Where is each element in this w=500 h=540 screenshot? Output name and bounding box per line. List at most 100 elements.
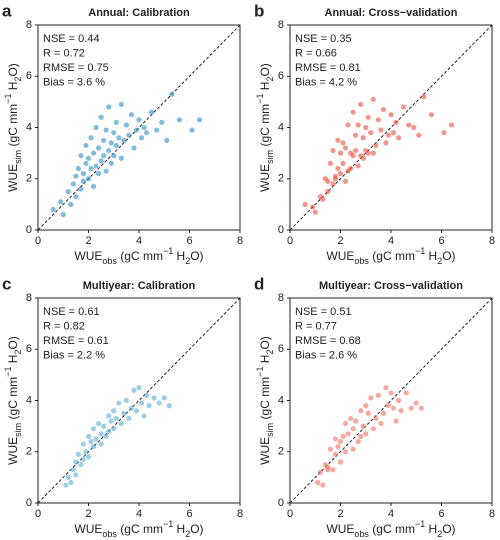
point bbox=[380, 106, 387, 113]
point bbox=[126, 132, 132, 138]
point bbox=[96, 145, 102, 151]
label-part: 2 bbox=[437, 256, 442, 266]
point bbox=[380, 410, 387, 416]
point bbox=[143, 130, 150, 136]
point bbox=[73, 472, 79, 478]
point bbox=[340, 140, 346, 146]
x-tick-label: 2 bbox=[85, 508, 91, 520]
label-part: −1 bbox=[255, 94, 265, 104]
point bbox=[373, 415, 379, 422]
x-tick-label: 4 bbox=[136, 508, 142, 520]
label-part: (gC mm bbox=[258, 104, 272, 150]
point bbox=[350, 109, 356, 115]
point bbox=[370, 150, 376, 156]
point bbox=[93, 163, 99, 169]
label-part: O) bbox=[190, 249, 203, 263]
label-part: obs bbox=[102, 256, 117, 266]
point bbox=[388, 112, 394, 118]
label-part: O) bbox=[6, 63, 20, 76]
point bbox=[111, 153, 117, 159]
label-part: obs bbox=[102, 529, 117, 539]
y-tick-label: 6 bbox=[26, 70, 32, 82]
label-part: obs bbox=[354, 256, 369, 266]
y-tick-label: 2 bbox=[278, 446, 284, 458]
label-part: 2 bbox=[185, 529, 190, 539]
y-tick-label: 6 bbox=[278, 343, 284, 355]
point bbox=[111, 426, 117, 432]
point bbox=[350, 426, 356, 432]
x-tick-label: 6 bbox=[438, 235, 444, 247]
point bbox=[337, 171, 344, 177]
y-tick-label: 4 bbox=[26, 394, 32, 406]
y-tick-label: 0 bbox=[26, 497, 32, 509]
label-part: WUE bbox=[74, 249, 102, 263]
point bbox=[441, 130, 447, 136]
point bbox=[118, 155, 124, 161]
point bbox=[85, 176, 92, 182]
point bbox=[75, 165, 81, 172]
point bbox=[73, 459, 79, 465]
stat-annotation: RMSE = 0.81 bbox=[295, 62, 361, 74]
point bbox=[98, 158, 104, 164]
label-part: −1 bbox=[3, 367, 13, 377]
point bbox=[106, 413, 112, 419]
point bbox=[121, 410, 127, 416]
point bbox=[355, 438, 361, 445]
point bbox=[337, 438, 344, 445]
x-tick-label: 6 bbox=[186, 235, 192, 247]
panel-title: Annual: Calibration bbox=[88, 7, 190, 19]
point bbox=[342, 145, 349, 151]
point bbox=[154, 127, 160, 133]
panel-title: Annual: Cross−validation bbox=[325, 7, 458, 19]
label-part: (gC mm bbox=[258, 377, 272, 423]
point bbox=[360, 423, 366, 429]
stat-annotation: RMSE = 0.75 bbox=[43, 62, 109, 74]
point bbox=[406, 122, 412, 128]
point bbox=[350, 153, 356, 159]
label-part: 2 bbox=[13, 77, 23, 82]
point bbox=[317, 469, 323, 475]
stat-annotation: NSE = 0.51 bbox=[295, 306, 352, 318]
point bbox=[149, 109, 155, 115]
point bbox=[88, 438, 94, 445]
point bbox=[375, 117, 381, 123]
point bbox=[315, 479, 321, 486]
stat-annotation: RMSE = 0.68 bbox=[295, 335, 361, 347]
point bbox=[340, 160, 346, 166]
point bbox=[348, 165, 354, 172]
stat-annotation: R = 0.82 bbox=[43, 320, 85, 332]
point bbox=[408, 405, 414, 411]
x-tick-label: 4 bbox=[388, 508, 394, 520]
point bbox=[337, 150, 344, 156]
point bbox=[80, 456, 87, 463]
point bbox=[416, 132, 422, 138]
y-tick-label: 4 bbox=[278, 121, 284, 133]
point bbox=[378, 420, 384, 427]
point bbox=[58, 199, 64, 205]
point bbox=[363, 431, 369, 437]
label-part: H bbox=[6, 82, 20, 94]
point bbox=[138, 400, 145, 406]
point bbox=[373, 142, 379, 149]
point bbox=[353, 418, 359, 424]
y-axis-label: WUEsim (gC mm−1 H2O) bbox=[3, 336, 23, 465]
y-tick-label: 4 bbox=[26, 121, 32, 133]
x-tick-label: 0 bbox=[287, 235, 293, 247]
point bbox=[106, 147, 112, 154]
y-tick-label: 8 bbox=[26, 19, 32, 31]
point bbox=[98, 441, 104, 447]
point bbox=[101, 137, 107, 143]
point bbox=[83, 142, 89, 149]
point bbox=[365, 410, 371, 416]
point bbox=[363, 124, 369, 131]
point bbox=[108, 140, 114, 146]
point bbox=[136, 117, 142, 123]
y-tick-label: 0 bbox=[26, 224, 32, 236]
point bbox=[96, 171, 102, 177]
stat-annotation: R = 0.66 bbox=[295, 47, 337, 59]
x-axis-label: WUEobs (gC mm−1 H2O) bbox=[74, 519, 203, 539]
label-part: O) bbox=[442, 522, 455, 536]
point bbox=[325, 188, 331, 195]
label-part: −1 bbox=[415, 246, 425, 256]
point bbox=[332, 436, 339, 442]
